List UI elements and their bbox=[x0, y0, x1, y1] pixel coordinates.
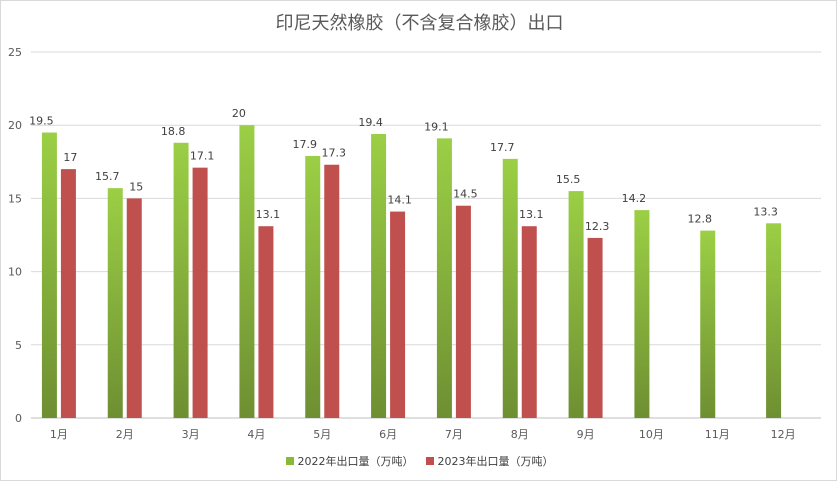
x-tick-label: 9月 bbox=[577, 428, 595, 441]
legend-label: 2023年出口量（万吨） bbox=[437, 455, 554, 468]
bar-series2 bbox=[60, 169, 76, 418]
legend-swatch bbox=[285, 457, 294, 465]
bar-series1 bbox=[371, 133, 387, 418]
x-tick-label: 4月 bbox=[247, 428, 265, 441]
bar-series1 bbox=[239, 125, 255, 418]
bar-series2 bbox=[324, 164, 340, 418]
data-label: 13.1 bbox=[519, 208, 544, 221]
x-tick-label: 2月 bbox=[116, 428, 134, 441]
data-label: 14.1 bbox=[387, 194, 412, 207]
bar-series2 bbox=[192, 167, 208, 418]
x-tick-label: 3月 bbox=[182, 428, 200, 441]
x-tick-label: 8月 bbox=[511, 428, 529, 441]
chart-title: 印尼天然橡胶（不含复合橡胶）出口 bbox=[275, 13, 564, 34]
data-label: 13.1 bbox=[256, 208, 281, 221]
bar-series1 bbox=[634, 210, 650, 418]
bar-series2 bbox=[521, 226, 537, 418]
data-label: 15.7 bbox=[95, 170, 120, 183]
data-label: 17.3 bbox=[322, 147, 347, 160]
bar-series1 bbox=[766, 223, 782, 418]
legend-item: 2022年出口量（万吨） bbox=[285, 453, 414, 469]
chart-legend: 2022年出口量（万吨） 2023年出口量（万吨） bbox=[1, 453, 837, 469]
data-label: 15 bbox=[129, 180, 143, 193]
data-label: 19.1 bbox=[424, 120, 449, 133]
y-tick-label: 15 bbox=[8, 192, 22, 205]
x-tick-label: 5月 bbox=[313, 428, 331, 441]
bar-series1 bbox=[305, 155, 321, 418]
data-label: 19.4 bbox=[358, 116, 383, 129]
y-tick-label: 25 bbox=[8, 46, 22, 59]
bar-series1 bbox=[173, 142, 189, 418]
data-label: 20 bbox=[232, 107, 246, 120]
data-label: 17.7 bbox=[490, 141, 515, 154]
data-label: 17.9 bbox=[293, 138, 318, 151]
x-tick-label: 12月 bbox=[771, 428, 796, 441]
bar-series2 bbox=[126, 198, 142, 418]
data-label: 19.5 bbox=[29, 115, 54, 128]
bar-series2 bbox=[587, 237, 603, 418]
x-tick-label: 1月 bbox=[50, 428, 68, 441]
data-label: 17 bbox=[63, 151, 77, 164]
data-label: 17.1 bbox=[190, 150, 215, 163]
legend-swatch bbox=[425, 457, 434, 465]
bar-series2 bbox=[455, 205, 471, 418]
data-label: 15.5 bbox=[556, 173, 581, 186]
data-label: 12.8 bbox=[688, 213, 713, 226]
x-tick-label: 6月 bbox=[379, 428, 397, 441]
x-tick-label: 10月 bbox=[639, 428, 664, 441]
bar-series1 bbox=[568, 191, 584, 418]
data-label: 14.2 bbox=[622, 192, 647, 205]
legend-label: 2022年出口量（万吨） bbox=[297, 455, 414, 468]
legend-item: 2023年出口量（万吨） bbox=[425, 453, 554, 469]
bar-series2 bbox=[390, 211, 406, 418]
data-label: 18.8 bbox=[161, 125, 186, 138]
bar-series1 bbox=[107, 188, 123, 418]
bar-series1 bbox=[41, 132, 57, 418]
x-tick-label: 11月 bbox=[705, 428, 730, 441]
bar-series1 bbox=[502, 158, 518, 418]
y-tick-label: 0 bbox=[15, 412, 22, 425]
x-tick-label: 7月 bbox=[445, 428, 463, 441]
data-label: 14.5 bbox=[453, 188, 478, 201]
bar-series1 bbox=[700, 230, 716, 418]
y-tick-label: 10 bbox=[8, 266, 22, 279]
y-tick-label: 5 bbox=[15, 339, 22, 352]
data-label: 12.3 bbox=[585, 220, 610, 233]
bar-series2 bbox=[258, 226, 274, 418]
bar-series1 bbox=[436, 138, 452, 418]
data-label: 13.3 bbox=[753, 205, 778, 218]
y-tick-label: 20 bbox=[8, 119, 22, 132]
